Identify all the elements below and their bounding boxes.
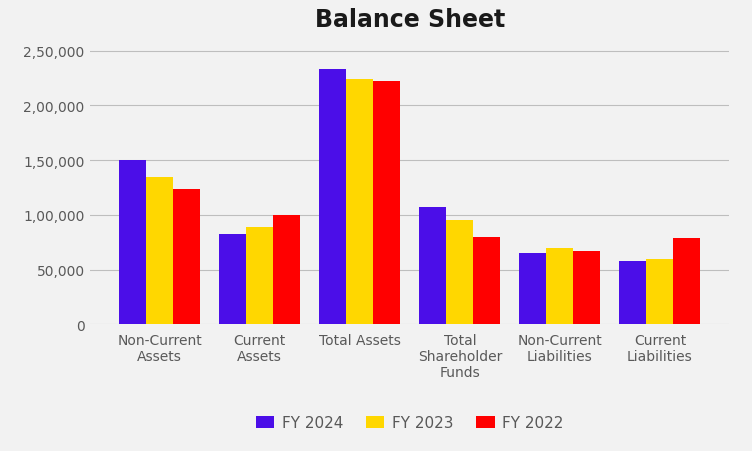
Bar xyxy=(547,248,573,325)
Bar xyxy=(473,237,500,325)
Legend: FY 2024, FY 2023, FY 2022: FY 2024, FY 2023, FY 2022 xyxy=(250,409,570,437)
Bar xyxy=(173,189,200,325)
Bar xyxy=(420,208,447,325)
Bar xyxy=(620,261,647,325)
Bar xyxy=(147,177,173,325)
Bar xyxy=(673,239,700,325)
Bar xyxy=(573,252,600,325)
Bar xyxy=(273,216,300,325)
Bar xyxy=(447,221,473,325)
Bar xyxy=(373,82,400,325)
Title: Balance Sheet: Balance Sheet xyxy=(315,8,505,32)
Bar xyxy=(320,70,347,325)
Bar xyxy=(220,234,247,325)
Bar xyxy=(647,259,673,325)
Bar xyxy=(520,253,547,325)
Bar xyxy=(347,80,373,325)
Bar xyxy=(120,161,147,325)
Bar xyxy=(247,227,273,325)
